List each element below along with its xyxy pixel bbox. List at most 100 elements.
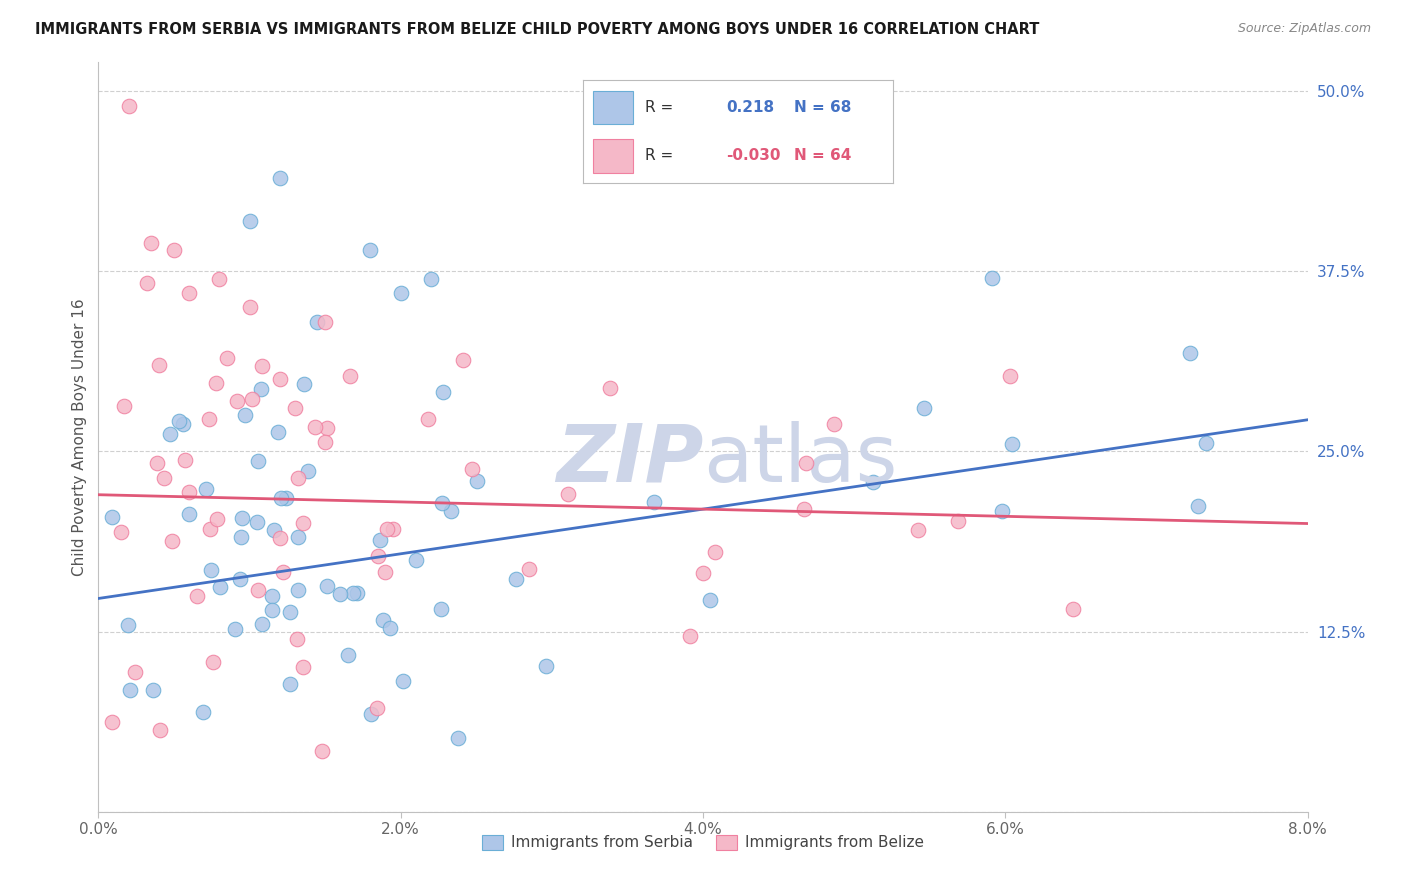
Point [678,629,700,643]
Point [246,454,269,468]
Point [432,385,454,400]
Point [374,565,396,579]
Point [174,453,197,467]
Point [193,705,215,719]
Point [266,425,288,439]
Point [314,315,336,329]
Point [862,475,884,489]
Point [249,382,271,396]
Point [439,503,461,517]
Point [239,214,262,228]
Point [405,553,427,567]
Point [339,369,361,384]
Point [337,648,360,662]
Point [371,613,394,627]
Point [692,566,714,581]
Point [378,621,401,635]
Point [1062,601,1084,615]
Point [1001,436,1024,450]
Point [998,369,1021,384]
Point [315,420,337,434]
Point [250,616,273,631]
Point [172,417,194,431]
Legend: Immigrants from Serbia, Immigrants from Belize: Immigrants from Serbia, Immigrants from … [475,829,931,856]
Point [946,514,969,528]
Point [284,401,307,416]
Point [118,683,141,698]
Point [467,475,489,489]
Point [346,586,368,600]
Point [912,401,935,415]
Point [110,524,132,539]
Point [368,533,391,547]
Point [1187,499,1209,513]
Text: Source: ZipAtlas.com: Source: ZipAtlas.com [1237,22,1371,36]
Text: IMMIGRANTS FROM SERBIA VS IMMIGRANTS FROM BELIZE CHILD POVERTY AMONG BOYS UNDER : IMMIGRANTS FROM SERBIA VS IMMIGRANTS FRO… [35,22,1039,37]
Point [224,623,246,637]
Point [287,470,309,484]
Point [1194,436,1216,450]
Point [270,491,292,506]
Point [285,632,308,646]
Point [252,359,274,373]
Text: atlas: atlas [703,420,897,499]
Point [247,583,270,598]
Point [101,510,124,524]
Point [269,531,291,545]
Point [239,301,262,315]
Point [124,665,146,680]
Point [169,414,191,428]
Point [209,580,232,594]
Point [517,561,540,575]
Point [226,394,249,409]
Point [794,456,817,470]
Point [599,381,621,395]
Point [233,408,256,422]
Point [101,715,124,730]
Point [907,523,929,537]
Point [430,602,453,616]
Point [643,495,665,509]
Point [505,572,527,586]
Point [197,412,219,426]
Point [146,456,169,470]
Text: -0.030: -0.030 [725,148,780,162]
Point [367,549,389,563]
Point [148,358,170,372]
Point [699,592,721,607]
Text: N = 68: N = 68 [794,101,851,115]
Point [231,530,253,544]
Point [451,353,474,368]
Point [263,523,285,537]
Text: 0.218: 0.218 [725,101,773,115]
Point [342,586,364,600]
Point [381,522,404,536]
Point [276,491,298,506]
Point [329,587,352,601]
Point [118,98,141,112]
Point [981,270,1004,285]
Point [991,504,1014,518]
Point [159,426,181,441]
Point [177,508,200,522]
Point [186,589,208,603]
Point [205,511,228,525]
Point [228,572,250,586]
Point [278,605,301,619]
Point [135,276,157,290]
Point [392,673,415,688]
Point [534,658,557,673]
Point [117,617,139,632]
Point [316,578,339,592]
Point [269,170,291,185]
Point [160,533,183,548]
Point [217,351,239,366]
Point [269,372,291,386]
Point [389,285,412,300]
Point [204,376,226,390]
Point [1180,345,1202,359]
Text: R =: R = [645,101,673,115]
FancyBboxPatch shape [593,139,633,173]
Point [292,377,315,392]
Point [287,583,309,598]
